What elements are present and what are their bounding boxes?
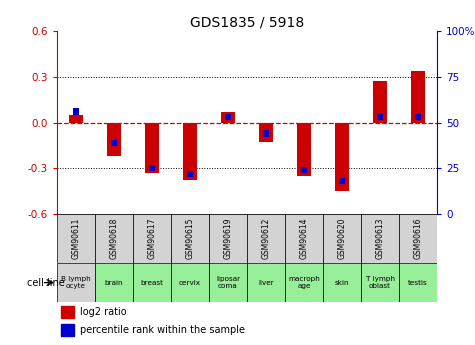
Bar bbox=[133, 214, 171, 263]
Bar bbox=[209, 263, 247, 302]
Bar bbox=[301, 167, 307, 173]
Text: skin: skin bbox=[335, 279, 349, 286]
Bar bbox=[399, 263, 437, 302]
Bar bbox=[149, 165, 155, 171]
Bar bbox=[259, 122, 273, 142]
Bar bbox=[339, 178, 345, 184]
Bar bbox=[263, 130, 269, 137]
Text: GSM90612: GSM90612 bbox=[262, 218, 270, 259]
Title: GDS1835 / 5918: GDS1835 / 5918 bbox=[190, 16, 304, 30]
Bar bbox=[95, 214, 133, 263]
Text: liposar
coma: liposar coma bbox=[216, 276, 240, 289]
Text: B lymph
ocyte: B lymph ocyte bbox=[61, 276, 91, 289]
Text: GSM90614: GSM90614 bbox=[300, 218, 308, 259]
Bar bbox=[297, 122, 311, 176]
Text: macroph
age: macroph age bbox=[288, 276, 320, 289]
Bar bbox=[285, 263, 323, 302]
Bar bbox=[323, 263, 361, 302]
Bar bbox=[145, 122, 159, 173]
Bar bbox=[171, 263, 209, 302]
Bar bbox=[361, 263, 399, 302]
Text: cervix: cervix bbox=[179, 279, 201, 286]
Bar bbox=[247, 214, 285, 263]
Text: GSM90620: GSM90620 bbox=[338, 218, 346, 259]
Bar bbox=[323, 214, 361, 263]
Bar bbox=[69, 115, 83, 122]
Bar bbox=[209, 214, 247, 263]
Bar bbox=[61, 306, 74, 318]
Text: GSM90611: GSM90611 bbox=[72, 218, 80, 259]
Text: breast: breast bbox=[141, 279, 163, 286]
Bar bbox=[411, 71, 425, 122]
Bar bbox=[111, 140, 117, 146]
Bar bbox=[107, 122, 121, 156]
Bar bbox=[373, 81, 387, 122]
Text: log2 ratio: log2 ratio bbox=[80, 307, 126, 317]
Bar bbox=[95, 263, 133, 302]
Bar bbox=[183, 122, 197, 180]
Text: brain: brain bbox=[105, 279, 123, 286]
Bar bbox=[335, 122, 349, 191]
Bar bbox=[415, 114, 421, 120]
Text: liver: liver bbox=[258, 279, 274, 286]
Bar bbox=[57, 214, 95, 263]
Text: GSM90617: GSM90617 bbox=[148, 218, 156, 259]
Bar bbox=[133, 263, 171, 302]
Bar bbox=[221, 112, 235, 122]
Text: GSM90615: GSM90615 bbox=[186, 218, 194, 259]
Bar bbox=[187, 171, 193, 177]
Text: cell line: cell line bbox=[27, 278, 64, 288]
Text: percentile rank within the sample: percentile rank within the sample bbox=[80, 325, 245, 335]
Bar bbox=[361, 214, 399, 263]
Bar bbox=[285, 214, 323, 263]
Text: GSM90618: GSM90618 bbox=[110, 218, 118, 259]
Bar bbox=[171, 214, 209, 263]
Bar bbox=[61, 324, 74, 336]
Text: GSM90616: GSM90616 bbox=[414, 218, 422, 259]
Bar bbox=[399, 214, 437, 263]
Text: GSM90613: GSM90613 bbox=[376, 218, 384, 259]
Bar bbox=[57, 263, 95, 302]
Bar bbox=[377, 114, 383, 120]
Text: GSM90619: GSM90619 bbox=[224, 218, 232, 259]
Bar bbox=[247, 263, 285, 302]
Text: testis: testis bbox=[408, 279, 428, 286]
Bar bbox=[225, 114, 231, 120]
Text: T lymph
oblast: T lymph oblast bbox=[365, 276, 395, 289]
Bar bbox=[73, 108, 79, 115]
